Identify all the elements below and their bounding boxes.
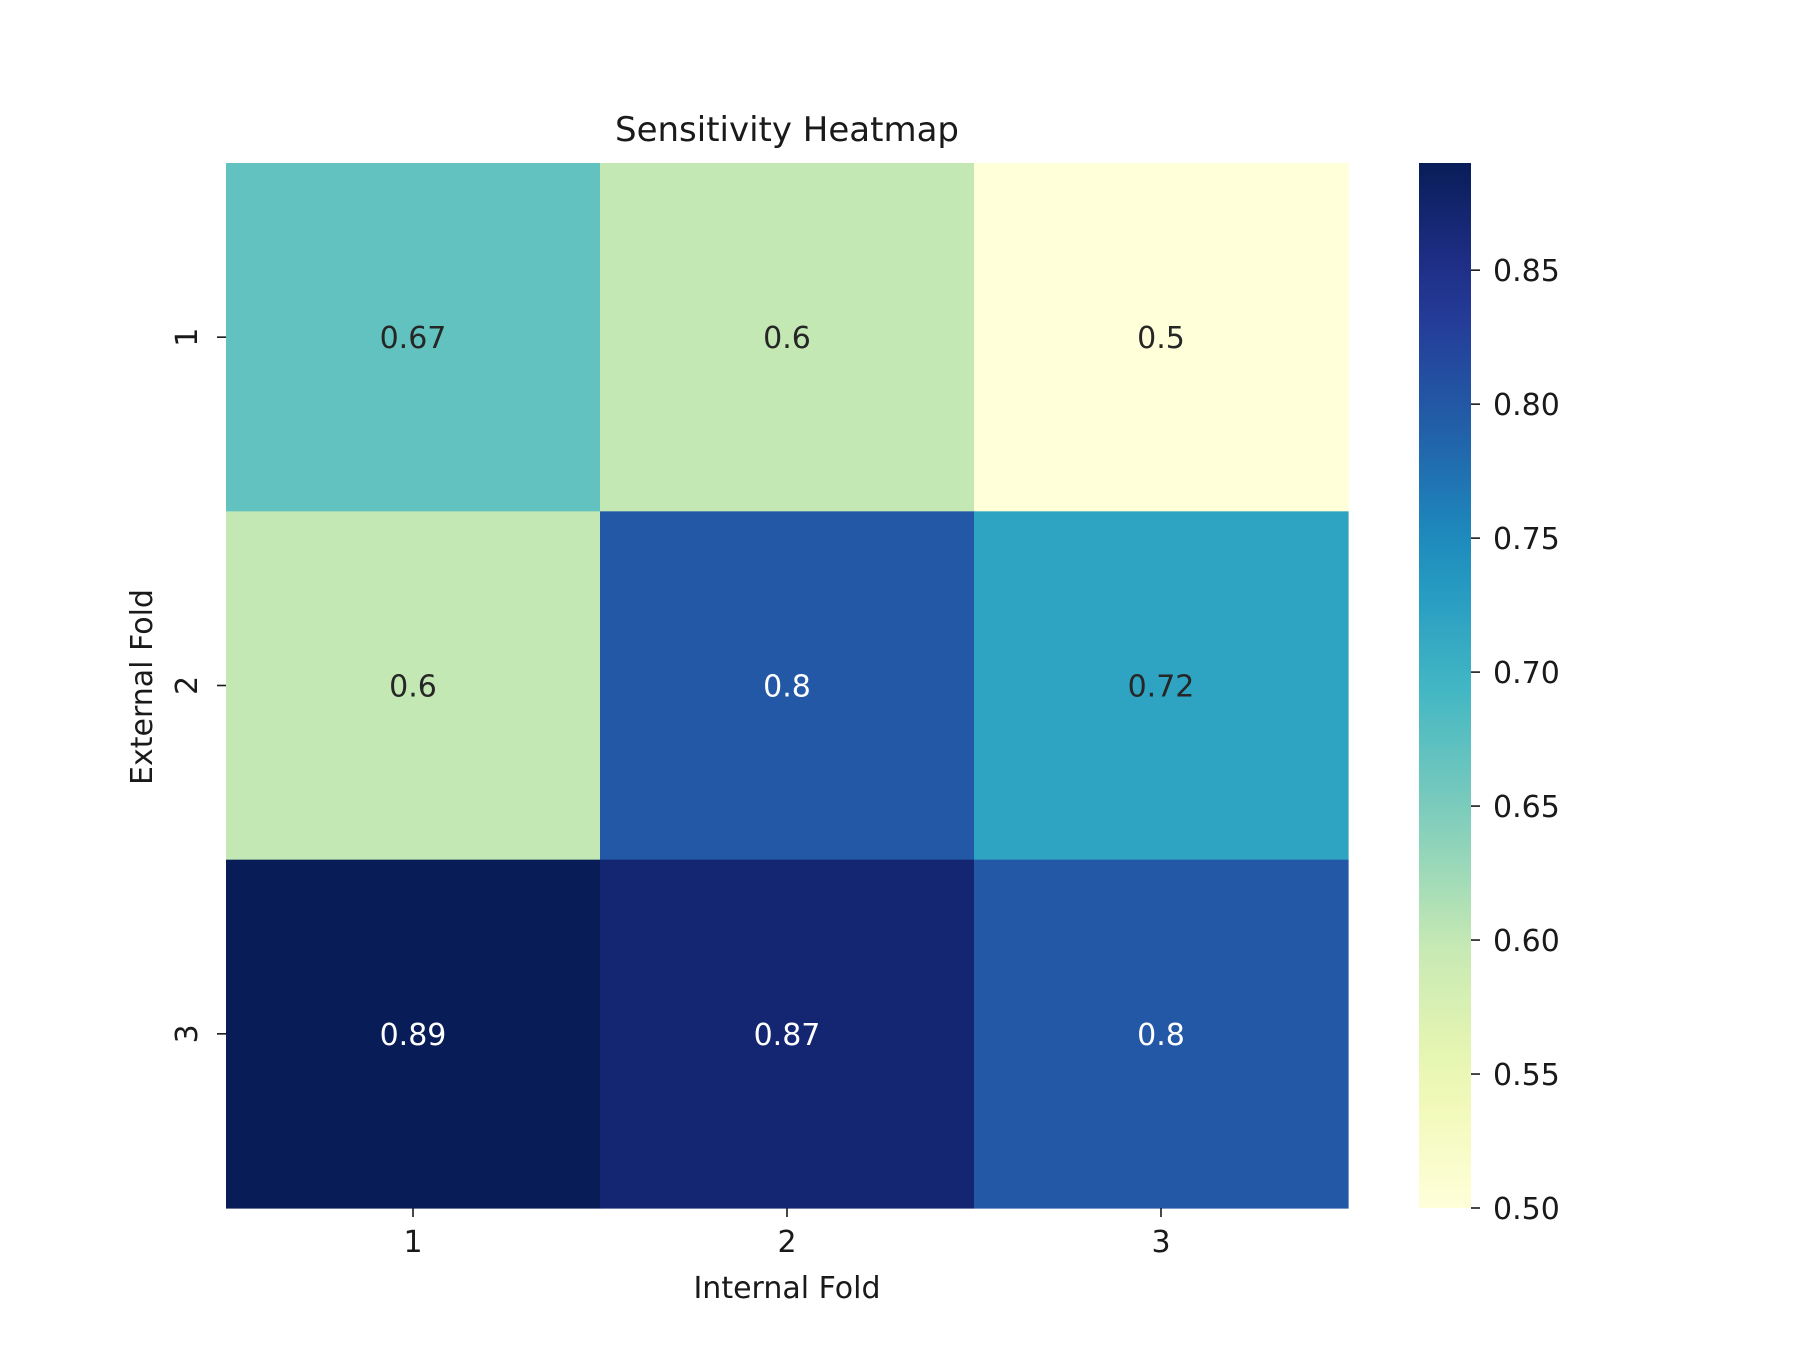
colorbar-tick-label: 0.55 — [1493, 1058, 1560, 1093]
y-axis-label: External Fold — [125, 589, 160, 785]
heatmap-cell — [226, 511, 601, 861]
colorbar-tick-label: 0.85 — [1493, 254, 1560, 289]
heatmap-cell — [600, 511, 975, 861]
y-tick-label: 1 — [170, 328, 205, 347]
x-tick-label: 2 — [777, 1225, 796, 1260]
heatmap-cell — [974, 859, 1349, 1209]
heatmap-cell — [600, 859, 975, 1209]
cell-value-label: 0.87 — [754, 1018, 821, 1053]
cell-value-label: 0.6 — [389, 670, 437, 705]
colorbar-tick-label: 0.60 — [1493, 924, 1560, 959]
x-axis: 1 2 3 — [403, 1208, 1171, 1260]
heatmap-cell — [226, 163, 601, 512]
y-axis: 1 2 3 — [170, 328, 226, 1043]
cell-value-label: 0.8 — [1137, 1018, 1185, 1053]
y-tick-label: 2 — [170, 676, 205, 695]
colorbar-tick-label: 0.75 — [1493, 522, 1560, 557]
cell-value-label: 0.6 — [763, 321, 811, 356]
heatmap-cell — [974, 511, 1349, 861]
heatmap-cell — [974, 163, 1349, 512]
heatmap-cell — [226, 859, 601, 1209]
y-tick-label: 3 — [170, 1024, 205, 1043]
x-tick-label: 3 — [1151, 1225, 1170, 1260]
x-tick-label: 1 — [403, 1225, 422, 1260]
cell-value-label: 0.89 — [380, 1018, 447, 1053]
heatmap-cell — [600, 163, 975, 512]
colorbar-gradient — [1419, 163, 1471, 1208]
x-axis-label: Internal Fold — [693, 1271, 880, 1306]
colorbar-ticks: 0.50 0.55 0.60 0.65 0.70 0.75 0.80 0.85 — [1471, 254, 1560, 1227]
colorbar-tick-label: 0.65 — [1493, 790, 1560, 825]
colorbar-tick-label: 0.80 — [1493, 388, 1560, 423]
colorbar-tick-label: 0.50 — [1493, 1192, 1560, 1227]
heatmap-cells — [226, 163, 1349, 1209]
colorbar-tick-label: 0.70 — [1493, 656, 1560, 691]
cell-value-label: 0.8 — [763, 670, 811, 705]
heatmap-cell-labels: 0.67 0.6 0.5 0.6 0.8 0.72 0.89 0.87 0.8 — [380, 321, 1195, 1053]
cell-value-label: 0.5 — [1137, 321, 1185, 356]
colorbar: 0.50 0.55 0.60 0.65 0.70 0.75 0.80 0.85 — [1419, 163, 1560, 1227]
cell-value-label: 0.67 — [380, 321, 447, 356]
chart-title: Sensitivity Heatmap — [615, 110, 959, 150]
cell-value-label: 0.72 — [1128, 670, 1195, 705]
